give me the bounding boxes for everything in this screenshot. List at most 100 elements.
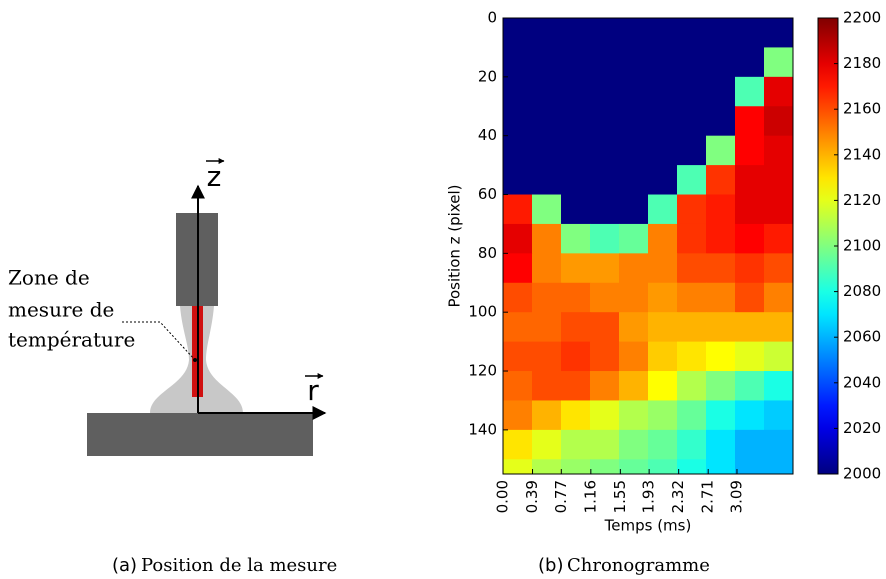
heatmap-cell bbox=[735, 253, 765, 284]
heatmap-cell bbox=[648, 194, 678, 225]
heatmap-cell bbox=[648, 223, 678, 254]
heatmap-cell bbox=[561, 223, 591, 254]
heatmap-cell bbox=[706, 312, 736, 343]
heatmap-cell bbox=[677, 282, 707, 313]
heatmap-cell bbox=[619, 400, 649, 431]
colorbar-tick-label: 2200 bbox=[843, 9, 881, 27]
heatmap-cell bbox=[619, 282, 649, 313]
heatmap-cell bbox=[590, 106, 620, 137]
heatmap-cell bbox=[532, 400, 562, 431]
heatmap-cell bbox=[619, 47, 649, 78]
heatmap-cell bbox=[764, 282, 794, 313]
heatmap-cell bbox=[619, 459, 649, 475]
colorbar-tick-label: 2080 bbox=[843, 282, 881, 300]
heatmap-cell bbox=[619, 341, 649, 372]
heatmap-cell bbox=[764, 165, 794, 196]
heatmap-cell bbox=[735, 76, 765, 107]
heatmap-cell bbox=[532, 165, 562, 196]
heatmap-cell bbox=[532, 18, 562, 48]
heatmap-cell bbox=[590, 459, 620, 475]
heatmap-cell bbox=[648, 76, 678, 107]
heatmap-cell bbox=[590, 223, 620, 254]
heatmap-cell bbox=[561, 253, 591, 284]
x-tick-label: 0.39 bbox=[523, 480, 541, 513]
colorbar-tick-label: 2060 bbox=[843, 328, 881, 346]
x-tick-label: 1.16 bbox=[581, 480, 599, 513]
heatmap-cell bbox=[677, 429, 707, 460]
heatmap-cell bbox=[735, 194, 765, 225]
colorbar-tick-label: 2140 bbox=[843, 145, 881, 163]
colorbar-tick-label: 2160 bbox=[843, 100, 881, 118]
heatmap-cell bbox=[532, 106, 562, 137]
leader-dot bbox=[193, 358, 197, 362]
y-tick-label: 80 bbox=[478, 244, 497, 262]
annotation-line: température bbox=[8, 328, 135, 352]
heatmap-cell bbox=[677, 18, 707, 48]
heatmap-cell bbox=[764, 400, 794, 431]
x-axis-label: Temps (ms) bbox=[604, 517, 692, 535]
heatmap-cell bbox=[532, 194, 562, 225]
heatmap-cell bbox=[561, 106, 591, 137]
heatmap-cell bbox=[735, 282, 765, 313]
heatmap-cell bbox=[503, 165, 533, 196]
heatmap-cell bbox=[677, 106, 707, 137]
heatmap-cell bbox=[764, 76, 794, 107]
heatmap-cell bbox=[619, 312, 649, 343]
heatmap-cell bbox=[532, 135, 562, 166]
heatmap-cell bbox=[561, 18, 591, 48]
heatmap-cell bbox=[677, 194, 707, 225]
heatmap-cell bbox=[561, 341, 591, 372]
heatmap-cell bbox=[677, 253, 707, 284]
r-label: r bbox=[307, 374, 319, 407]
heatmap-cell bbox=[706, 76, 736, 107]
heatmap-cell bbox=[590, 341, 620, 372]
heatmap-cell bbox=[648, 253, 678, 284]
heatmap-cell bbox=[503, 18, 533, 48]
heatmap-cell bbox=[706, 429, 736, 460]
heatmap-cell bbox=[561, 135, 591, 166]
heatmap-cell bbox=[503, 106, 533, 137]
x-tick-label: 1.55 bbox=[611, 480, 629, 513]
heatmap-cell bbox=[706, 341, 736, 372]
heatmap-cell bbox=[764, 371, 794, 401]
heatmap-cell bbox=[561, 165, 591, 196]
colorbar-tick-label: 2020 bbox=[843, 419, 881, 437]
colorbar-tick-label: 2180 bbox=[843, 54, 881, 72]
heatmap-cell bbox=[590, 312, 620, 343]
heatmap-cell bbox=[677, 135, 707, 166]
heatmap-cell bbox=[677, 371, 707, 401]
heatmap-cell bbox=[619, 165, 649, 196]
heatmap-cell bbox=[735, 47, 765, 78]
heatmap-cell bbox=[619, 76, 649, 107]
colorbar-tick-label: 2000 bbox=[843, 465, 881, 483]
heatmap-cell bbox=[706, 47, 736, 78]
heatmap-cell bbox=[677, 400, 707, 431]
heatmap-cell bbox=[590, 371, 620, 401]
caption-label: (a) bbox=[112, 555, 137, 576]
heatmap-cell bbox=[735, 429, 765, 460]
caption-text: Position de la mesure bbox=[141, 555, 337, 576]
heatmap-cell bbox=[590, 18, 620, 48]
heatmap-cell bbox=[648, 135, 678, 166]
heatmap-cell bbox=[648, 106, 678, 137]
heatmap-cell bbox=[677, 312, 707, 343]
heatmap-cell bbox=[648, 429, 678, 460]
heatmap-cell bbox=[561, 76, 591, 107]
heatmap-cell bbox=[764, 223, 794, 254]
heatmap-cell bbox=[706, 18, 736, 48]
caption-text: Chronogramme bbox=[567, 555, 710, 576]
leader-line bbox=[122, 321, 196, 361]
annotation-line: mesure de bbox=[8, 298, 114, 322]
heatmap-cell bbox=[532, 223, 562, 254]
heatmap-cell bbox=[706, 282, 736, 313]
heatmap-cell bbox=[561, 282, 591, 313]
heatmap-cell bbox=[764, 135, 794, 166]
x-tick-label: 0.00 bbox=[494, 480, 512, 513]
colorbar-tick-label: 2040 bbox=[843, 373, 881, 391]
heatmap-cell bbox=[561, 312, 591, 343]
heatmap-cell bbox=[735, 135, 765, 166]
heatmap-cell bbox=[561, 194, 591, 225]
heatmap-cell bbox=[532, 76, 562, 107]
heatmap-cell bbox=[503, 135, 533, 166]
heatmap-cell bbox=[735, 18, 765, 48]
